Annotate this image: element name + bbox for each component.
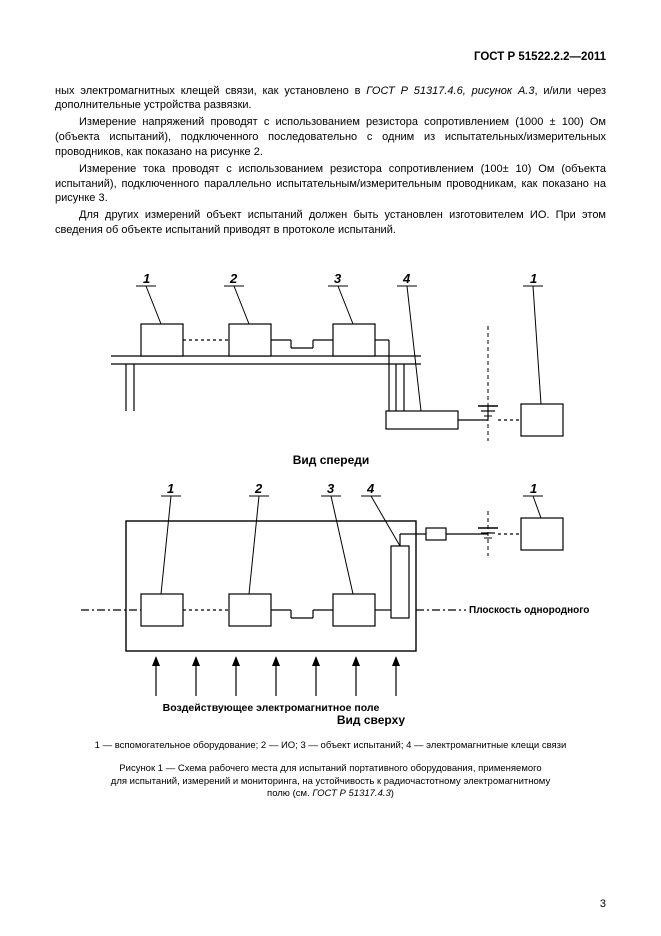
callout-t4: 4 <box>366 481 375 496</box>
top-view-label: Вид сверху <box>336 713 405 726</box>
callout-t1r: 1 <box>530 481 537 496</box>
callout-t2: 2 <box>254 481 263 496</box>
caption-line: ) <box>391 788 394 799</box>
page-number: 3 <box>600 897 606 912</box>
callout-t1: 1 <box>167 481 174 496</box>
diagram-svg: 1 2 3 4 1 Вид спереди <box>71 256 591 726</box>
paragraph: Измерение напряжений проводят с использо… <box>55 115 606 160</box>
callout-2: 2 <box>229 271 238 286</box>
figure-legend: 1 — вспомогательное оборудование; 2 — ИО… <box>55 740 606 753</box>
em-field-arrows <box>152 656 400 696</box>
callout-t3: 3 <box>327 481 335 496</box>
page: ГОСТ Р 51522.2.2—2011 ных электромагнитн… <box>0 0 661 936</box>
callout-3: 3 <box>334 271 342 286</box>
figure-caption: Рисунок 1 — Схема рабочего места для исп… <box>55 763 606 801</box>
front-view-label: Вид спереди <box>292 453 369 467</box>
caption-line: для испытаний, измерений и мониторинга, … <box>111 776 550 787</box>
paragraph-continuation: ных электромагнитных клещей связи, как у… <box>55 84 606 114</box>
callout-1: 1 <box>143 271 150 286</box>
document-number: ГОСТ Р 51522.2.2—2011 <box>55 50 606 66</box>
paragraph: Для других измерений объект испытаний до… <box>55 208 606 238</box>
paragraph: Измерение тока проводят с использованием… <box>55 162 606 207</box>
text: ных электромагнитных клещей связи, как у… <box>55 85 366 97</box>
caption-ref: ГОСТ Р 51317.4.3 <box>312 788 390 799</box>
callout-1r: 1 <box>530 271 537 286</box>
caption-line: полю (см. <box>267 788 312 799</box>
diagram-container: 1 2 3 4 1 Вид спереди <box>55 256 606 726</box>
caption-line: Рисунок 1 — Схема рабочего места для исп… <box>119 763 541 774</box>
plane-label: Плоскость однородного поля <box>469 605 591 616</box>
standard-ref: ГОСТ Р 51317.4.6, рисунок А.3 <box>366 85 534 97</box>
callout-4: 4 <box>402 271 411 286</box>
legend-text: 1 — вспомогательное оборудование; 2 — ИО… <box>95 740 567 751</box>
